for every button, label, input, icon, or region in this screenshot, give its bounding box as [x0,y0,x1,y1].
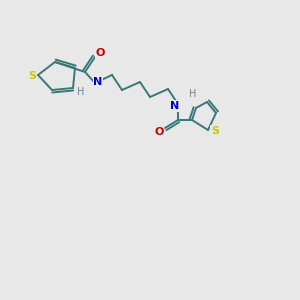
Text: H: H [77,87,85,97]
Text: S: S [28,71,36,81]
Text: N: N [93,77,103,87]
Text: S: S [211,126,219,136]
Text: O: O [154,127,164,137]
Text: N: N [170,101,180,111]
Text: O: O [95,48,105,58]
Text: H: H [189,89,197,99]
